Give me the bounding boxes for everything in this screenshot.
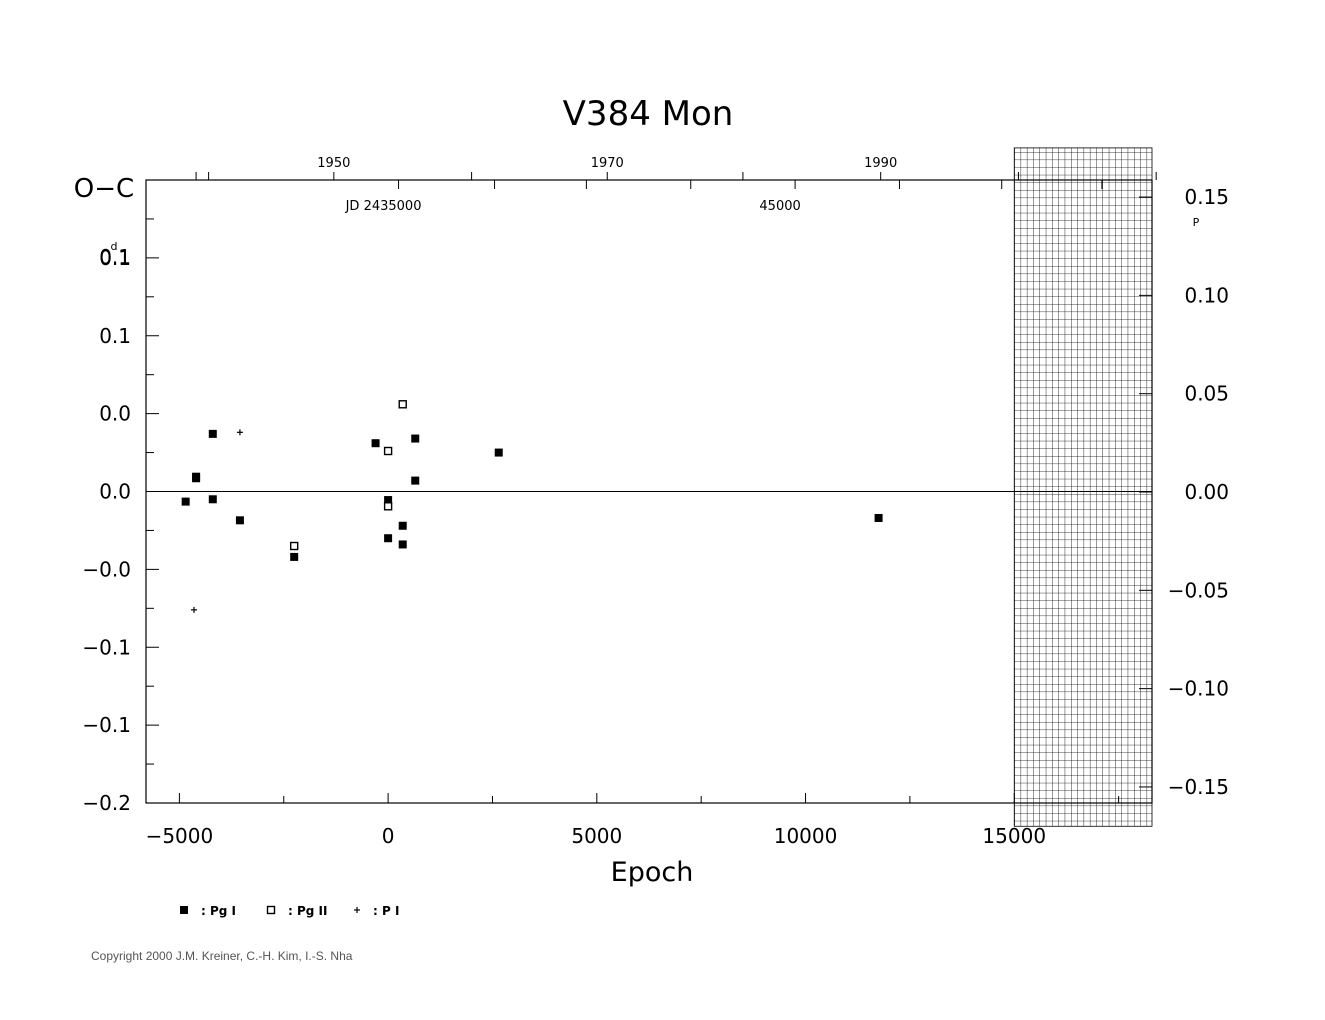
y-unit-label: d <box>111 240 118 253</box>
jd-label: JD 2435000 <box>345 199 422 214</box>
top-year-label: 1950 <box>317 156 350 171</box>
data-point-filled-square <box>411 434 420 443</box>
y-axis-label: O−C <box>74 174 134 204</box>
data-point-filled-square <box>371 439 380 448</box>
right-tick-label: 0.00 <box>1184 480 1229 504</box>
x-tick-label: 15000 <box>982 824 1046 848</box>
top-year-label: 1970 <box>591 156 624 171</box>
data-point-filled-square <box>398 540 407 549</box>
right-tick-label: −0.10 <box>1168 677 1229 701</box>
right-tick-label: 0.05 <box>1184 382 1229 406</box>
data-point-filled-square <box>398 521 407 530</box>
data-point-open-square <box>383 502 393 511</box>
data-point-open-square <box>289 541 299 551</box>
data-point-open-square <box>383 446 393 456</box>
x-tick-label: 0 <box>382 824 395 848</box>
x-axis-label: Epoch <box>611 857 694 888</box>
x-tick-label: −5000 <box>146 824 214 848</box>
y-tick-label: −0.1 <box>82 635 131 659</box>
x-tick-label: 5000 <box>571 824 622 848</box>
data-point-filled-square <box>411 476 420 485</box>
y-tick-label: 0.1 <box>99 324 131 348</box>
right-tick-label: −0.15 <box>1168 775 1229 799</box>
data-point-filled-square <box>208 429 217 438</box>
legend-label: : Pg I <box>201 904 236 918</box>
x-tick-label: 10000 <box>774 824 838 848</box>
data-point-filled-square <box>290 552 299 561</box>
chart-title: V384 Mon <box>563 94 734 134</box>
y-tick-label: 0.1 <box>99 246 131 270</box>
data-point-filled-square <box>384 496 393 505</box>
y-top-tick-label: 0.1 <box>99 245 131 269</box>
data-point-filled-square <box>384 534 393 543</box>
legend-marker-filled-square <box>180 906 188 914</box>
data-point-filled-square <box>874 513 883 522</box>
jd-label: 45000 <box>759 199 800 214</box>
hatched-region <box>1013 147 1153 827</box>
legend-marker-open-square <box>266 905 276 915</box>
y-tick-label: −0.0 <box>82 557 131 581</box>
top-year-label: 1990 <box>864 156 897 171</box>
y-tick-label: −0.2 <box>82 791 131 815</box>
plot-area: −5000 0 5000 10000 15000 Epoch −0.2 −0.1 −0.1 −0.… <box>74 147 1229 918</box>
data-point-open-square <box>398 400 407 409</box>
right-tick-label: 0.15 <box>1184 185 1229 209</box>
data-point-filled-square <box>208 495 217 504</box>
data-point-filled-square <box>192 472 201 481</box>
y-tick-label: 0.0 <box>99 402 131 426</box>
copyright-notice: Copyright 2000 J.M. Kreiner, C.-H. Kim, … <box>91 949 353 963</box>
legend-label: : Pg II <box>288 904 327 918</box>
data-point-filled-square <box>235 516 244 525</box>
y-tick-label: −0.1 <box>82 713 131 737</box>
data-point-filled-square <box>494 448 503 457</box>
data-point-filled-square <box>181 497 190 506</box>
right-tick-label: 0.10 <box>1184 283 1229 307</box>
legend-label: : P I <box>373 904 399 918</box>
y-tick-label: 0.0 <box>99 480 131 504</box>
right-unit-label: P <box>1193 216 1200 229</box>
right-tick-label: −0.05 <box>1168 578 1229 602</box>
